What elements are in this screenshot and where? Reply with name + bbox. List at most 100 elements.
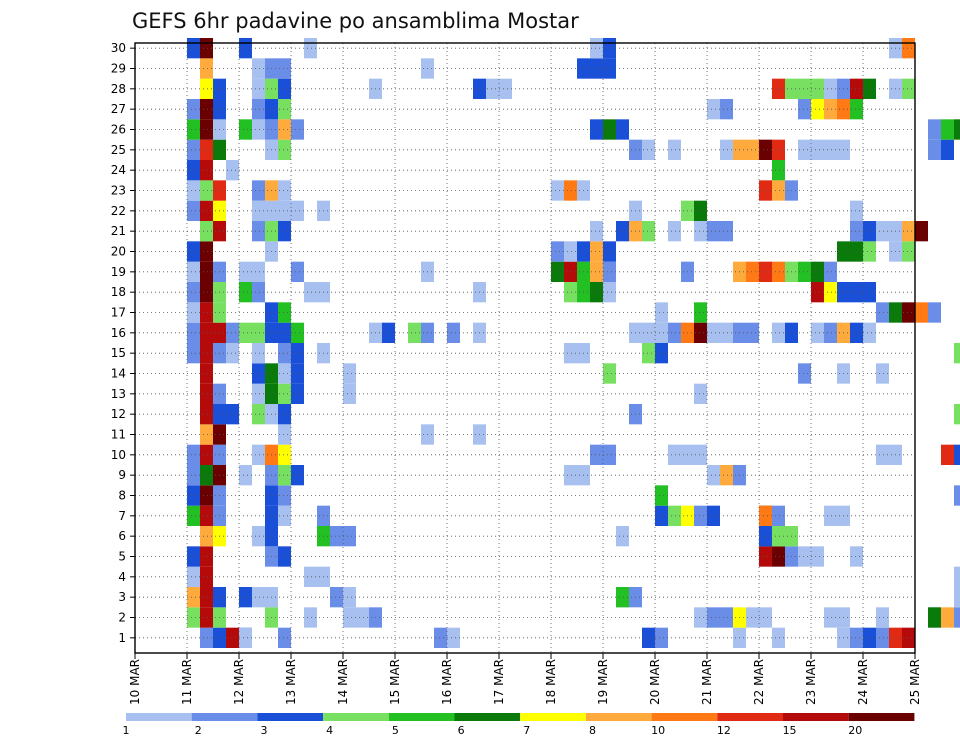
precip-cell	[187, 343, 200, 364]
precip-cell	[928, 139, 941, 160]
precip-cell	[772, 546, 785, 567]
precip-cell	[954, 119, 960, 140]
precip-cell	[278, 363, 291, 384]
precip-cell	[291, 322, 304, 343]
precip-cell	[200, 465, 213, 486]
precip-cell	[811, 99, 824, 120]
precip-cell	[694, 505, 707, 526]
y-tick-label: 21	[111, 224, 126, 238]
precip-cell	[941, 119, 954, 140]
precip-cell	[200, 627, 213, 648]
precip-cell	[707, 322, 720, 343]
y-tick-label: 20	[111, 245, 126, 259]
precip-cell	[902, 78, 915, 99]
plot-frame	[134, 42, 916, 654]
colorbar-label: 2	[195, 724, 202, 737]
x-tick-label: 17 MAR	[492, 659, 506, 705]
precip-cell	[200, 607, 213, 628]
precip-cell	[356, 607, 369, 628]
precip-cell	[187, 38, 200, 59]
x-tick-label: 10 MAR	[128, 659, 142, 705]
precip-cell	[850, 241, 863, 262]
precip-cell	[200, 58, 213, 79]
precip-cell	[200, 566, 213, 587]
precip-cell	[187, 200, 200, 221]
precip-cell	[954, 444, 960, 465]
precip-cell	[200, 302, 213, 323]
precip-cell	[551, 180, 564, 201]
precip-cell	[902, 302, 915, 323]
precip-cell	[824, 505, 837, 526]
precip-cell	[694, 200, 707, 221]
precip-cell	[694, 607, 707, 628]
precip-cell	[252, 526, 265, 547]
precip-cell	[499, 78, 512, 99]
precip-cell	[759, 505, 772, 526]
precip-cell	[850, 78, 863, 99]
precip-cell	[343, 607, 356, 628]
precip-cell	[902, 627, 915, 648]
precip-cell	[590, 282, 603, 303]
precip-cell	[200, 383, 213, 404]
precip-cell	[278, 58, 291, 79]
precip-cell	[772, 139, 785, 160]
precip-cell	[200, 526, 213, 547]
precip-cell	[798, 78, 811, 99]
precip-cell	[200, 99, 213, 120]
precip-cell	[278, 200, 291, 221]
precip-cell	[200, 363, 213, 384]
precip-cell	[863, 78, 876, 99]
x-tick-label: 12 MAR	[232, 659, 246, 705]
precip-cell	[694, 322, 707, 343]
colorbar-label: 5	[392, 724, 399, 737]
precip-cell	[850, 221, 863, 242]
precip-cell	[759, 180, 772, 201]
precip-cell	[603, 282, 616, 303]
precip-cell	[278, 546, 291, 567]
precip-cell	[291, 200, 304, 221]
precip-cell	[655, 302, 668, 323]
precip-cell	[954, 404, 960, 425]
precip-cell	[863, 282, 876, 303]
precip-cell	[278, 485, 291, 506]
colorbar-label: 7	[523, 724, 530, 737]
colorbar-swatch	[388, 713, 455, 721]
y-tick-label: 13	[111, 387, 126, 401]
precip-cell	[551, 241, 564, 262]
precip-cell	[200, 424, 213, 445]
colorbar-swatch	[257, 713, 324, 721]
chart-title: GEFS 6hr padavine po ansamblima Mostar	[132, 9, 579, 33]
colorbar-label: 15	[783, 724, 797, 737]
precip-cell	[564, 343, 577, 364]
precip-cell	[811, 282, 824, 303]
colorbar-label: 8	[589, 724, 596, 737]
precip-cell	[590, 261, 603, 282]
precip-cell	[720, 607, 733, 628]
precip-cell	[590, 119, 603, 140]
precip-cell	[252, 221, 265, 242]
precip-cell	[954, 343, 960, 364]
precip-cell	[200, 587, 213, 608]
colorbar-swatch	[520, 713, 586, 721]
precip-cell	[746, 139, 759, 160]
y-tick-label: 7	[118, 509, 126, 523]
precip-cell	[278, 505, 291, 526]
precip-cell	[590, 444, 603, 465]
y-tick-label: 2	[118, 611, 126, 625]
precip-cell	[252, 180, 265, 201]
y-tick-label: 14	[111, 367, 126, 381]
precip-cell	[759, 261, 772, 282]
precip-cell	[603, 444, 616, 465]
precip-cell	[343, 363, 356, 384]
colorbar-swatch	[191, 713, 258, 721]
precip-cell	[876, 444, 889, 465]
precip-cell	[772, 261, 785, 282]
colorbar-swatch	[126, 713, 192, 721]
precip-cell	[616, 526, 629, 547]
precip-cell	[603, 119, 616, 140]
precip-cell	[330, 526, 343, 547]
precip-cell	[798, 139, 811, 160]
y-tick-label: 5	[118, 550, 126, 564]
precip-cell	[824, 607, 837, 628]
precip-cell	[746, 322, 759, 343]
